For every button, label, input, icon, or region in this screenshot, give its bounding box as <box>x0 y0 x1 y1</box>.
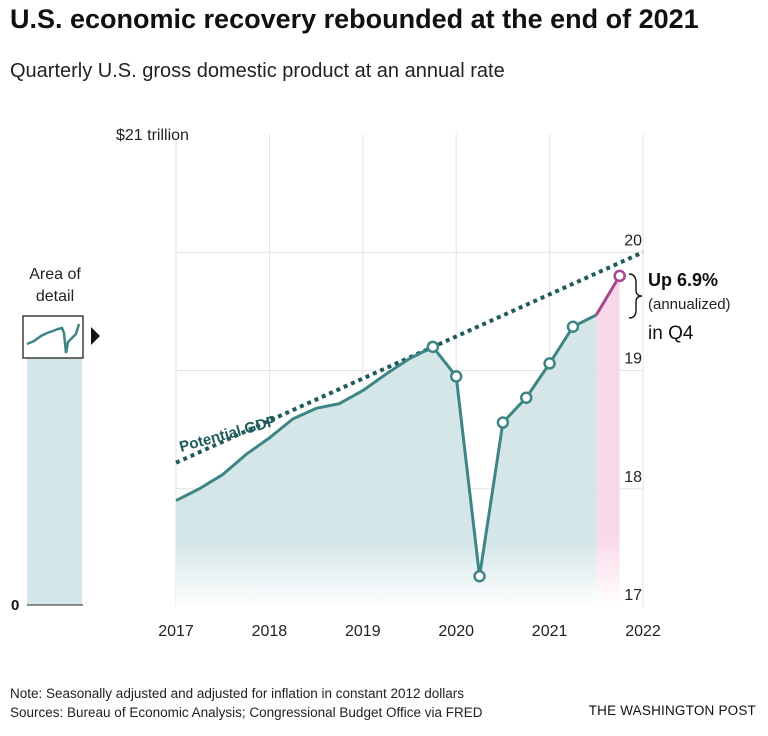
publisher-credit: THE WASHINGTON POST <box>588 703 756 718</box>
chart-subtitle: Quarterly U.S. gross domestic product at… <box>10 60 505 82</box>
chart-title: U.S. economic recovery rebounded at the … <box>10 4 699 34</box>
inset-area <box>27 333 82 605</box>
y-top-label: $21 trillion <box>116 127 189 144</box>
gdp-area <box>176 314 597 607</box>
notes-block: Note: Seasonally adjusted and adjusted f… <box>10 684 482 722</box>
q4-data-point <box>613 269 626 283</box>
q4-highlight-area <box>596 275 620 607</box>
x-tick-label: 2019 <box>345 623 381 640</box>
data-point <box>426 340 440 354</box>
brace-icon <box>628 273 643 319</box>
y-tick-label: 20 <box>624 232 642 249</box>
x-tick-label: 2017 <box>158 623 194 640</box>
x-tick-label: 2018 <box>252 623 288 640</box>
annotation-headline: Up 6.9% <box>648 270 718 290</box>
data-point <box>449 370 463 383</box>
y-tick-label: 18 <box>624 469 642 486</box>
chart: Area of detail 0 17 18 19 20 $21 trillion 201… <box>11 127 731 640</box>
inset-line <box>26 323 81 354</box>
x-tick-label: 2021 <box>532 623 568 640</box>
annotation-period: in Q4 <box>648 323 694 344</box>
x-tick-label: 2020 <box>438 623 474 640</box>
inset-pointer-icon <box>91 327 100 345</box>
note-text: Note: Seasonally adjusted and adjusted f… <box>10 686 465 701</box>
inset-panel: Area of detail 0 <box>11 266 100 614</box>
q4-highlight-line <box>595 275 621 316</box>
data-point <box>543 357 556 370</box>
annotation: Up 6.9% (annualized) in Q4 <box>628 270 731 344</box>
y-tick-label: 17 <box>624 587 642 604</box>
data-point <box>520 391 533 404</box>
plot-area: 17 18 19 20 $21 trillion 2017 2018 2019 2020 2021… <box>116 127 661 640</box>
inset-zero-label: 0 <box>11 597 19 614</box>
x-tick-label: 2022 <box>625 623 661 640</box>
sources-text: Sources: Bureau of Economic Analysis; Co… <box>10 705 483 720</box>
inset-label-line2: detail <box>36 288 74 305</box>
annotation-detail: (annualized) <box>648 296 731 313</box>
data-point <box>566 320 580 333</box>
data-point <box>496 416 510 429</box>
data-point <box>473 570 486 583</box>
y-tick-label: 19 <box>624 351 642 368</box>
inset-label-line1: Area of <box>29 266 81 283</box>
